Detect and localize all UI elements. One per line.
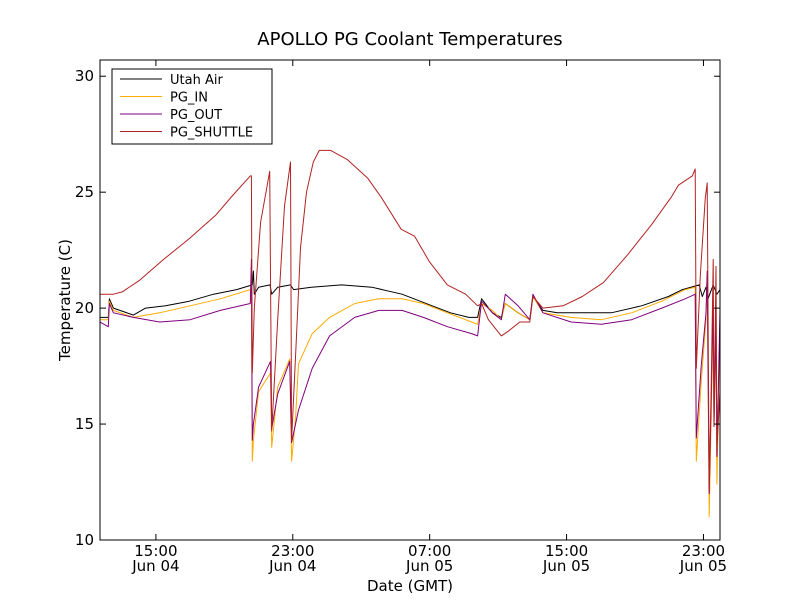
x-tick-label-date: Jun 04 bbox=[131, 557, 179, 575]
x-tick-label-date: Jun 05 bbox=[679, 557, 727, 575]
y-axis-label: Temperature (C) bbox=[56, 239, 74, 362]
y-tick-label: 20 bbox=[75, 299, 94, 317]
y-tick-label: 30 bbox=[75, 67, 94, 85]
x-tick-label-time: 07:00 bbox=[408, 542, 451, 560]
x-tick-label-time: 15:00 bbox=[545, 542, 588, 560]
series-line-pg-shuttle bbox=[100, 149, 720, 492]
x-tick-label-date: Jun 05 bbox=[542, 557, 590, 575]
legend-label: PG_OUT bbox=[170, 108, 222, 123]
legend-label: PG_IN bbox=[170, 91, 208, 106]
legend-label: PG_SHUTTLE bbox=[170, 126, 253, 141]
y-tick-label: 10 bbox=[75, 531, 94, 549]
x-tick-label-date: Jun 04 bbox=[268, 557, 316, 575]
legend-label: Utah Air bbox=[170, 73, 223, 88]
x-axis-label: Date (GMT) bbox=[367, 577, 453, 595]
y-tick-label: 25 bbox=[75, 183, 94, 201]
series-line-pg-out bbox=[100, 258, 720, 495]
y-axis: 10 15 20 25 30 bbox=[75, 67, 720, 549]
y-tick-label: 15 bbox=[75, 415, 94, 433]
x-tick-label-time: 15:00 bbox=[134, 542, 177, 560]
x-tick-label-time: 23:00 bbox=[682, 542, 725, 560]
plot-frame bbox=[99, 59, 721, 541]
series-line-utah-air bbox=[100, 270, 720, 321]
chart-title: APOLLO PG Coolant Temperatures bbox=[257, 29, 562, 50]
legend: Utah Air PG_IN PG_OUT PG_SHUTTLE bbox=[111, 68, 273, 145]
x-tick-label-time: 23:00 bbox=[271, 542, 314, 560]
series-layer bbox=[100, 149, 720, 518]
x-tick-label-date: Jun 05 bbox=[405, 557, 453, 575]
